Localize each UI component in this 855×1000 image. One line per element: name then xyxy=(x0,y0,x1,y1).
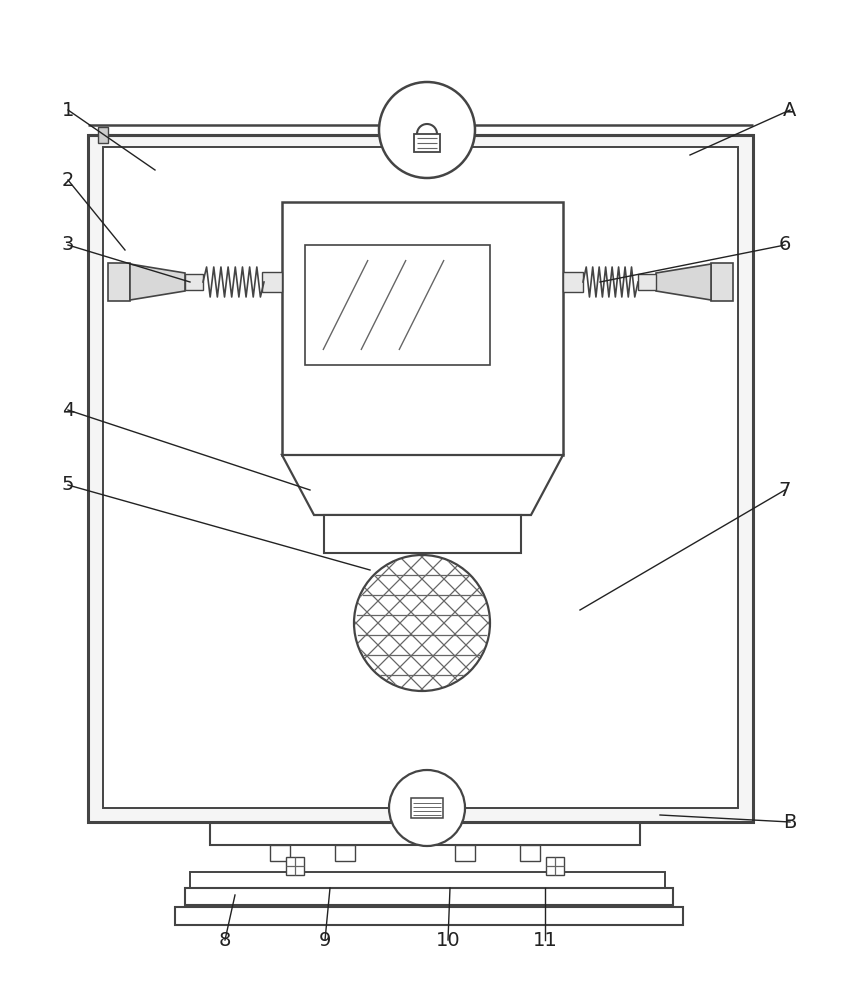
Text: A: A xyxy=(783,101,797,119)
Bar xyxy=(335,845,355,861)
Bar xyxy=(175,907,683,925)
Text: 2: 2 xyxy=(62,170,74,190)
Bar xyxy=(455,845,475,861)
Bar xyxy=(270,845,290,861)
Bar xyxy=(563,272,583,292)
Text: 4: 4 xyxy=(62,400,74,420)
Text: 8: 8 xyxy=(219,930,231,950)
Text: 3: 3 xyxy=(62,235,74,254)
Text: 11: 11 xyxy=(533,930,557,950)
Text: 9: 9 xyxy=(319,930,331,950)
Text: 5: 5 xyxy=(62,476,74,494)
Bar xyxy=(103,147,738,808)
Text: B: B xyxy=(783,812,797,832)
Bar xyxy=(185,888,673,905)
Bar xyxy=(286,857,304,875)
Bar xyxy=(262,272,282,292)
Bar xyxy=(305,245,490,365)
Text: 10: 10 xyxy=(436,930,460,950)
Bar xyxy=(411,798,443,818)
Bar xyxy=(414,134,440,152)
Bar xyxy=(190,872,665,888)
Circle shape xyxy=(354,555,490,691)
Bar xyxy=(324,515,521,553)
Bar xyxy=(711,263,733,301)
Bar xyxy=(88,135,753,822)
Bar xyxy=(98,127,108,143)
Bar xyxy=(108,263,130,301)
Bar xyxy=(546,857,564,875)
Text: 6: 6 xyxy=(779,235,791,254)
Text: 1: 1 xyxy=(62,101,74,119)
Bar xyxy=(210,823,640,845)
Polygon shape xyxy=(282,455,563,515)
Polygon shape xyxy=(130,264,185,300)
Polygon shape xyxy=(656,264,711,300)
Bar xyxy=(282,202,563,455)
Bar xyxy=(638,274,656,290)
Circle shape xyxy=(379,82,475,178)
Circle shape xyxy=(389,770,465,846)
Bar xyxy=(185,274,203,290)
Bar xyxy=(520,845,540,861)
Text: 7: 7 xyxy=(779,481,791,499)
